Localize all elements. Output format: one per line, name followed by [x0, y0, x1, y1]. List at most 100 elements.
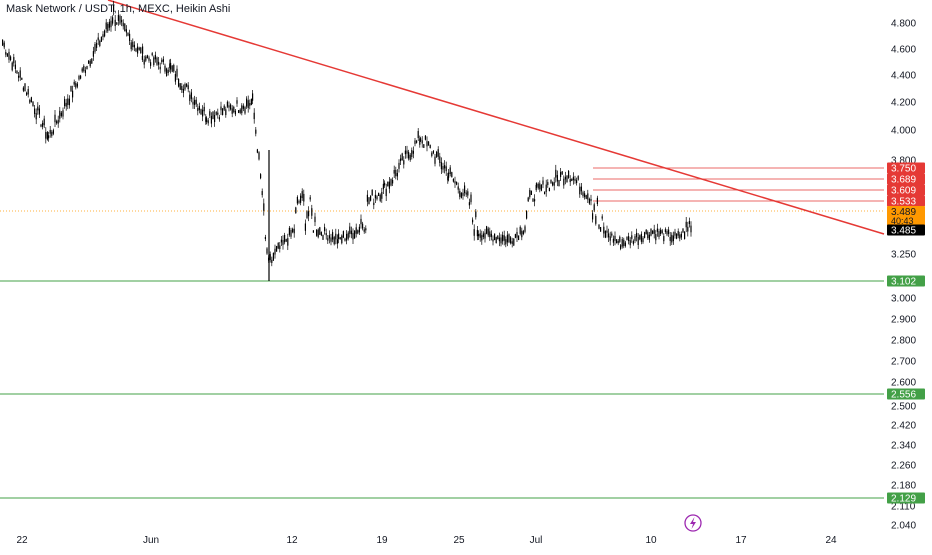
- y-tick-label: 4.400: [891, 71, 916, 82]
- candle-body: [576, 180, 578, 184]
- x-tick-label: 10: [645, 535, 657, 546]
- candle-body: [524, 226, 526, 232]
- candle-body: [588, 198, 590, 204]
- candle-body: [516, 231, 518, 238]
- candle-body: [530, 190, 532, 195]
- candle-body: [276, 246, 278, 252]
- candle-body: [544, 191, 546, 195]
- candle-body: [100, 36, 102, 42]
- candle-body: [129, 33, 131, 41]
- candle-body: [121, 19, 123, 23]
- candle-body: [437, 149, 439, 157]
- candle-body: [595, 216, 597, 224]
- candle-body: [381, 191, 383, 199]
- candle-body: [218, 117, 220, 120]
- candle-body: [241, 105, 243, 114]
- candle-body: [282, 239, 284, 245]
- candle-body: [592, 213, 594, 220]
- candle-body: [439, 156, 441, 163]
- candle-body: [8, 51, 10, 60]
- candle-body: [339, 237, 341, 240]
- candle-body: [404, 150, 406, 155]
- candle-body: [464, 185, 466, 194]
- candle-body: [231, 108, 233, 114]
- candle-body: [568, 170, 570, 178]
- y-tick-label: 4.800: [891, 19, 916, 30]
- resistance-price-label: 3.750: [891, 164, 916, 175]
- candle-body: [342, 231, 344, 238]
- candle-body: [190, 92, 192, 99]
- candle-body: [645, 229, 647, 234]
- candle-body: [161, 59, 163, 63]
- candle-body: [674, 231, 676, 236]
- candle-body: [162, 59, 164, 62]
- candle-body: [619, 236, 621, 242]
- candle-body: [355, 227, 357, 234]
- candle-body: [344, 238, 346, 241]
- candle-body: [459, 190, 461, 197]
- candle-body: [159, 66, 161, 70]
- candle-body: [639, 235, 641, 240]
- candle-body: [52, 130, 54, 134]
- candle-body: [119, 15, 121, 24]
- candle-body: [650, 228, 652, 236]
- candle-body: [189, 94, 191, 101]
- candle-body: [362, 223, 364, 229]
- candle-body: [170, 62, 172, 70]
- candle-body: [379, 194, 381, 201]
- candle-body: [91, 58, 93, 64]
- candle-body: [80, 75, 82, 79]
- candle-body: [513, 238, 515, 246]
- candle-body: [473, 229, 475, 236]
- candle-body: [45, 131, 47, 139]
- candle-body: [560, 172, 562, 177]
- candle-body: [414, 140, 416, 144]
- candle-body: [614, 235, 616, 241]
- candle-body: [125, 29, 127, 33]
- candle-body: [574, 178, 576, 181]
- candle-body: [200, 109, 202, 115]
- candle-body: [127, 32, 129, 36]
- candle-body: [652, 230, 654, 234]
- candle-body: [484, 232, 486, 239]
- candle-body: [207, 120, 209, 124]
- candle-body: [171, 65, 173, 72]
- candle-body: [13, 57, 15, 64]
- candle-body: [108, 21, 110, 28]
- candle-body: [647, 232, 649, 239]
- candle-body: [124, 23, 126, 32]
- candle-body: [687, 226, 689, 232]
- candle-body: [514, 234, 516, 238]
- candle-body: [19, 70, 21, 78]
- candle-body: [684, 231, 686, 239]
- candle-body: [371, 189, 373, 196]
- y-tick-label: 2.040: [891, 521, 916, 532]
- candle-body: [174, 74, 176, 82]
- candle-body: [628, 236, 630, 242]
- lightning-icon[interactable]: [684, 514, 702, 532]
- y-tick-label: 3.000: [891, 294, 916, 305]
- candle-body: [431, 152, 433, 156]
- candle-body: [452, 179, 454, 182]
- candle-body: [690, 225, 692, 233]
- candle-body: [552, 182, 554, 186]
- candle-body: [150, 62, 152, 66]
- candle-body: [16, 70, 18, 74]
- candle-body: [148, 57, 150, 61]
- candle-body: [577, 176, 579, 180]
- candle-body: [475, 211, 477, 218]
- candle-body: [57, 119, 59, 124]
- candle-body: [284, 234, 286, 243]
- candle-body: [440, 162, 442, 170]
- candle-body: [601, 216, 603, 219]
- candle-body: [526, 211, 528, 219]
- candle-body: [603, 226, 605, 234]
- candle-body: [214, 114, 216, 122]
- candle-body: [631, 235, 633, 239]
- candle-body: [272, 252, 274, 261]
- candle-body: [117, 15, 119, 21]
- candle-body: [390, 179, 392, 186]
- candle-body: [255, 129, 257, 134]
